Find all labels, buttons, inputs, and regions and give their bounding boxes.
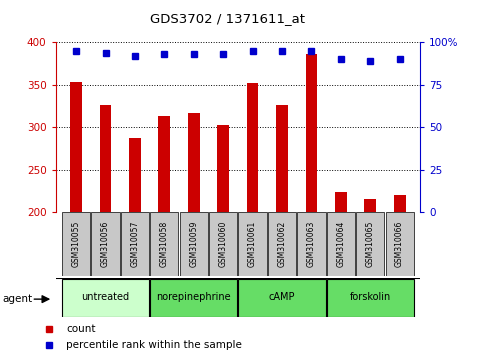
Bar — [99, 105, 112, 212]
Text: GSM310063: GSM310063 — [307, 221, 316, 268]
Text: GSM310066: GSM310066 — [395, 221, 404, 268]
Bar — [297, 212, 326, 276]
Text: count: count — [66, 324, 96, 334]
Text: GSM310062: GSM310062 — [278, 221, 286, 267]
Text: percentile rank within the sample: percentile rank within the sample — [66, 340, 242, 350]
Bar — [129, 138, 141, 212]
Bar — [217, 125, 229, 212]
Text: GSM310056: GSM310056 — [101, 221, 110, 268]
Text: GSM310059: GSM310059 — [189, 221, 198, 268]
Text: forskolin: forskolin — [350, 292, 391, 302]
Bar — [209, 212, 237, 276]
Bar — [327, 212, 355, 276]
Text: untreated: untreated — [82, 292, 129, 302]
Text: GSM310065: GSM310065 — [366, 221, 375, 268]
Bar — [356, 212, 384, 276]
Text: GSM310058: GSM310058 — [160, 221, 169, 267]
Text: GSM310060: GSM310060 — [219, 221, 227, 268]
Text: norepinephrine: norepinephrine — [156, 292, 231, 302]
Text: GSM310057: GSM310057 — [130, 221, 140, 268]
Bar — [158, 115, 170, 212]
Bar — [394, 195, 406, 212]
Bar — [239, 212, 267, 276]
Bar — [385, 212, 414, 276]
Bar — [150, 212, 179, 276]
Text: GSM310064: GSM310064 — [336, 221, 345, 268]
Bar — [306, 55, 317, 212]
Bar — [150, 279, 237, 317]
Text: GSM310055: GSM310055 — [71, 221, 81, 268]
Bar — [62, 279, 149, 317]
Bar — [91, 212, 120, 276]
Bar — [121, 212, 149, 276]
Bar — [335, 192, 347, 212]
Bar — [364, 199, 376, 212]
Bar — [62, 212, 90, 276]
Bar — [180, 212, 208, 276]
Bar — [239, 279, 326, 317]
Bar — [188, 113, 199, 212]
Text: agent: agent — [2, 294, 32, 304]
Bar — [327, 279, 414, 317]
Text: GDS3702 / 1371611_at: GDS3702 / 1371611_at — [150, 12, 304, 25]
Text: cAMP: cAMP — [269, 292, 295, 302]
Bar — [268, 212, 296, 276]
Text: GSM310061: GSM310061 — [248, 221, 257, 267]
Bar — [70, 82, 82, 212]
Bar — [276, 104, 288, 212]
Bar — [247, 83, 258, 212]
